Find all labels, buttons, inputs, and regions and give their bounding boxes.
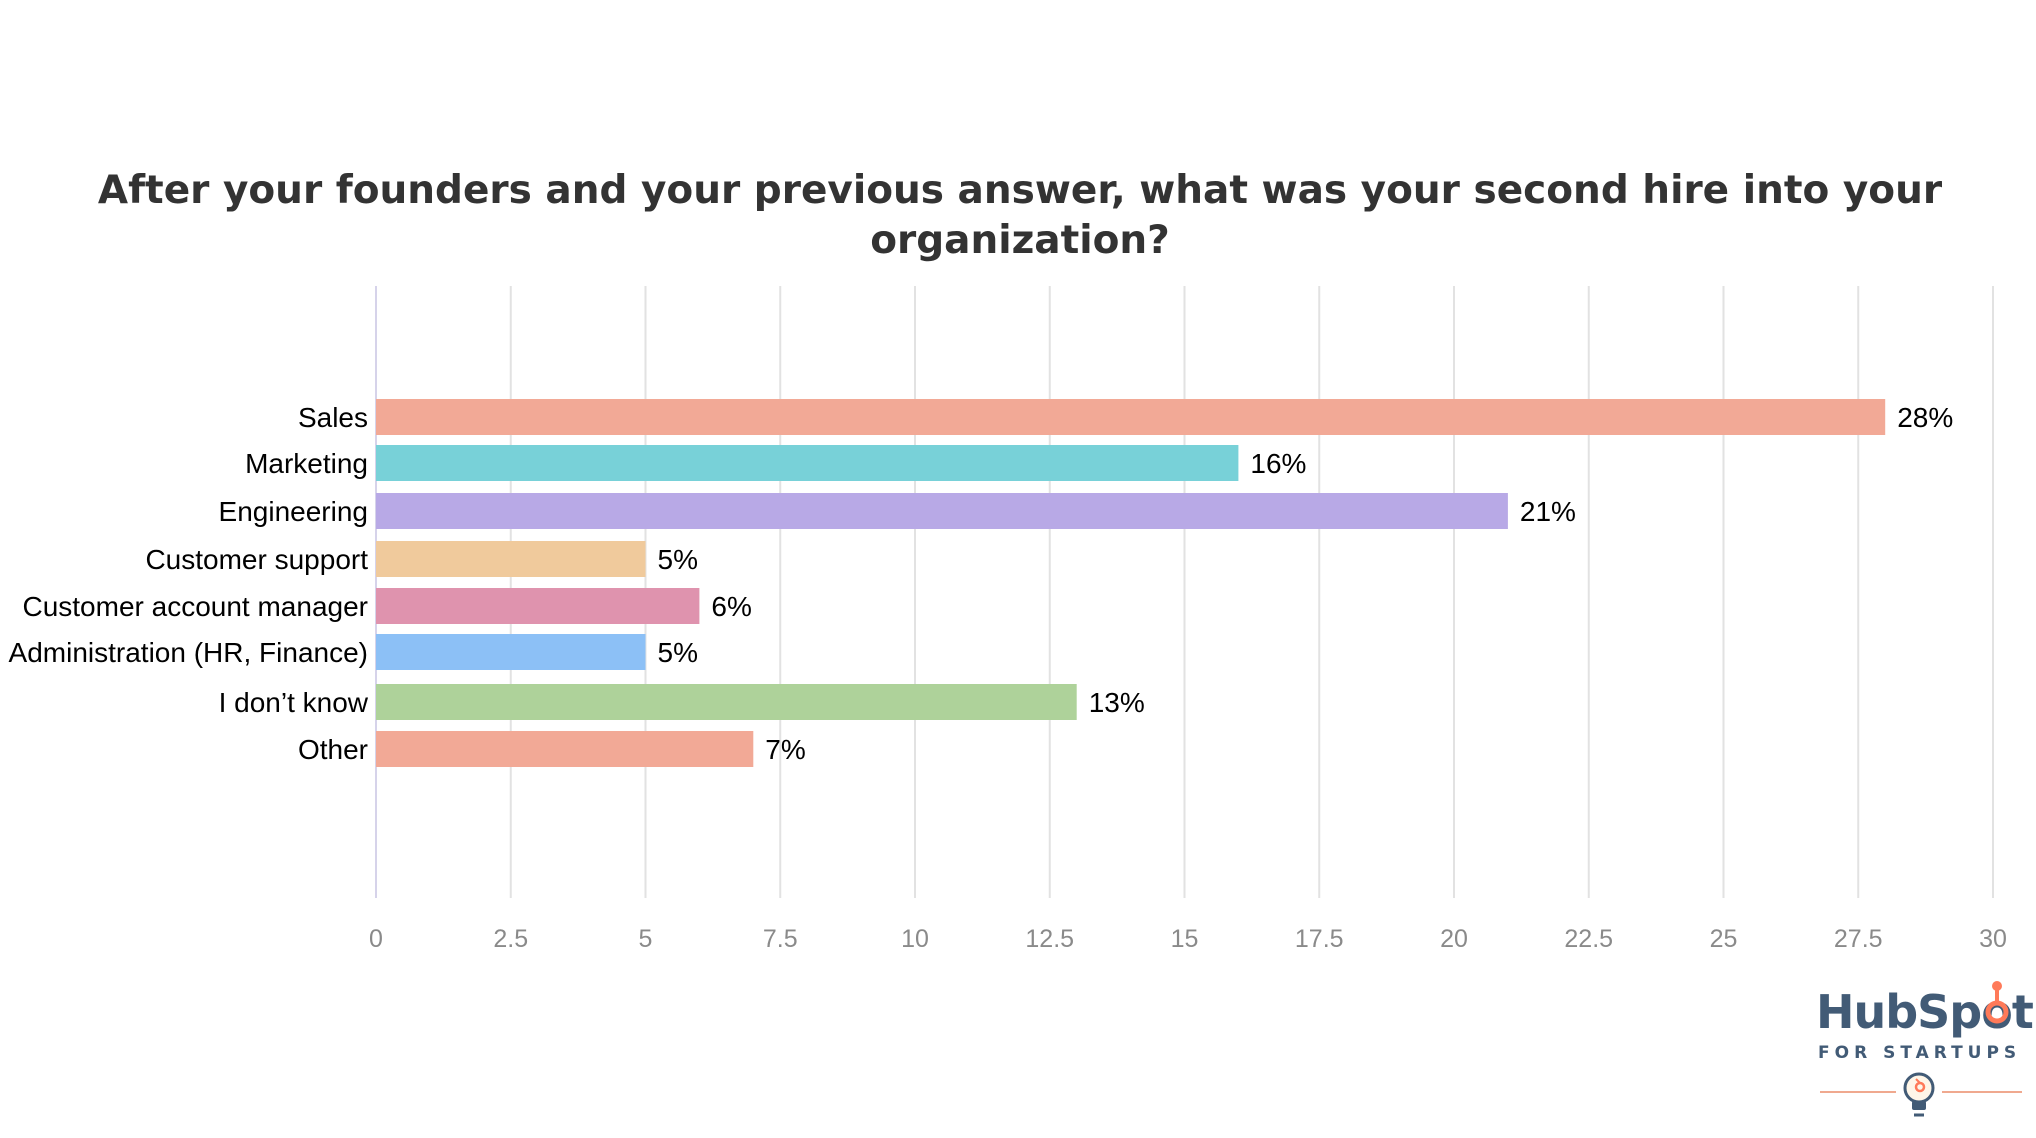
data-label: 28% bbox=[1897, 402, 1953, 433]
data-label: 6% bbox=[711, 591, 751, 622]
bar bbox=[376, 634, 646, 670]
x-tick-label: 5 bbox=[639, 925, 653, 953]
hubspot-for-startups-logo: HubSpot FOR STARTUPS bbox=[1816, 976, 2034, 1126]
x-tick-label: 20 bbox=[1440, 925, 1468, 953]
data-label: 7% bbox=[765, 734, 805, 765]
gridlines bbox=[375, 286, 1994, 898]
x-tick-label: 10 bbox=[901, 925, 929, 953]
category-label: Other bbox=[298, 734, 368, 765]
data-label: 5% bbox=[658, 637, 698, 668]
data-label: 13% bbox=[1089, 687, 1145, 718]
x-tick-label: 27.5 bbox=[1834, 925, 1883, 953]
bars bbox=[376, 399, 1886, 767]
x-tick-label: 15 bbox=[1171, 925, 1199, 953]
category-label: Customer support bbox=[145, 544, 368, 575]
lightbulb-icon bbox=[1820, 981, 2022, 1117]
data-label: 21% bbox=[1520, 496, 1576, 527]
bar bbox=[376, 399, 1886, 435]
x-tick-label: 30 bbox=[1979, 925, 2007, 953]
category-label: Marketing bbox=[245, 448, 368, 479]
category-label: Customer account manager bbox=[22, 591, 368, 622]
x-tick-label: 25 bbox=[1710, 925, 1738, 953]
x-tick-label: 7.5 bbox=[763, 925, 798, 953]
bar bbox=[376, 541, 646, 577]
bar bbox=[376, 731, 754, 767]
data-label: 5% bbox=[658, 544, 698, 575]
category-label: Engineering bbox=[219, 496, 368, 527]
x-tick-label: 2.5 bbox=[493, 925, 528, 953]
logo-subtitle: FOR STARTUPS bbox=[1818, 1043, 2022, 1063]
bar bbox=[376, 493, 1508, 529]
data-label: 16% bbox=[1250, 448, 1306, 479]
x-tick-label: 0 bbox=[369, 925, 383, 953]
x-axis-ticks: 0 2.5 5 7.5 10 12.5 15 17.5 20 22.5 25 27.5 30 bbox=[369, 925, 2007, 953]
x-tick-label: 12.5 bbox=[1025, 925, 1074, 953]
x-tick-label: 22.5 bbox=[1564, 925, 1613, 953]
category-label: I don’t know bbox=[219, 687, 369, 718]
chart-title: After your founders and your previous an… bbox=[97, 168, 1943, 263]
category-labels: Sales Marketing Engineering Customer suppor… bbox=[9, 402, 369, 765]
bar bbox=[376, 684, 1077, 720]
x-tick-label: 17.5 bbox=[1295, 925, 1344, 953]
category-label: Sales bbox=[298, 402, 368, 433]
category-label: Administration (HR, Finance) bbox=[9, 637, 368, 668]
bar bbox=[376, 445, 1239, 481]
data-labels: 28% 16% 21% 5% 6% 5% 13% 7% bbox=[658, 402, 1954, 765]
bar bbox=[376, 588, 700, 624]
